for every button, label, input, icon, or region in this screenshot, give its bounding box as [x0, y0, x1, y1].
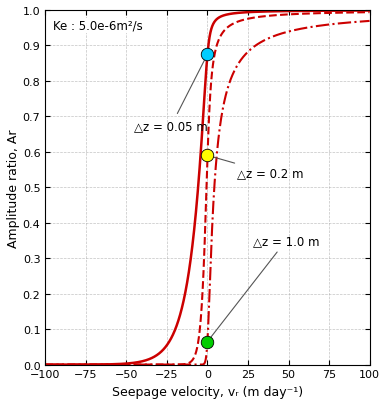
X-axis label: Seepage velocity, vᵣ (m day⁻¹): Seepage velocity, vᵣ (m day⁻¹) [112, 385, 303, 398]
Text: △z = 1.0 m: △z = 1.0 m [209, 234, 319, 339]
Y-axis label: Amplitude ratio, Ar: Amplitude ratio, Ar [7, 129, 20, 247]
Text: △z = 0.2 m: △z = 0.2 m [210, 157, 303, 180]
Text: Ke : 5.0e-6m²/s: Ke : 5.0e-6m²/s [53, 20, 143, 33]
Text: △z = 0.05 m: △z = 0.05 m [135, 58, 208, 132]
